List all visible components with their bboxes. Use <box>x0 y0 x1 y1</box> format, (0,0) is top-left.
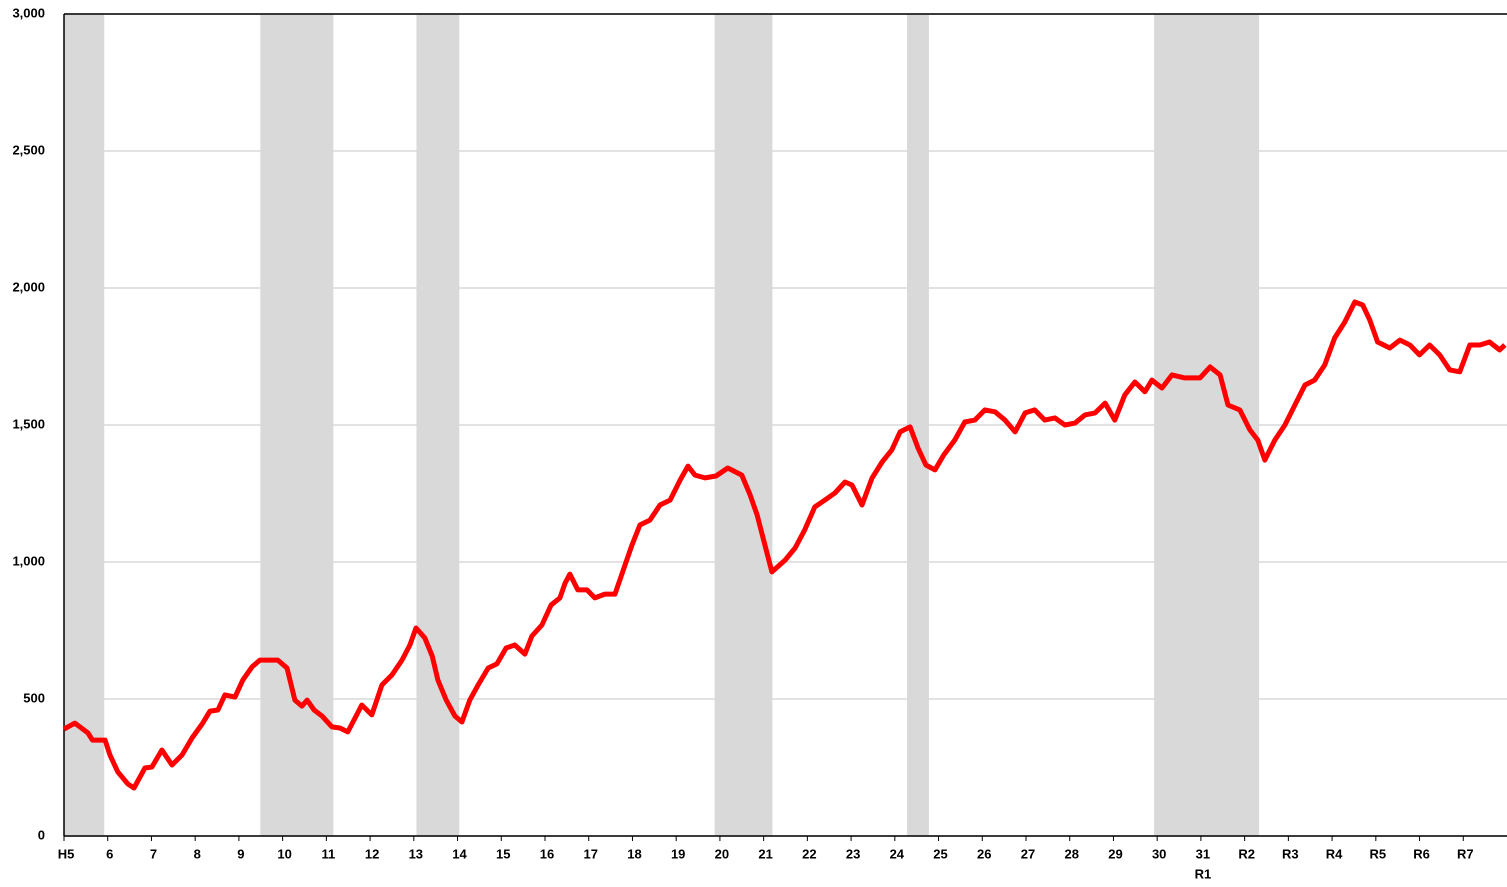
x-tick-label: 25 <box>933 846 947 861</box>
x-tick-label: 18 <box>627 846 641 861</box>
y-tick-label: 2,500 <box>12 142 45 157</box>
x-tick-label: 26 <box>977 846 991 861</box>
x-tick-label: 31 <box>1196 846 1210 861</box>
x-tick-label: 20 <box>715 846 729 861</box>
x-tick-label: 23 <box>846 846 860 861</box>
x-tick-label: 28 <box>1064 846 1078 861</box>
x-tick-label: 10 <box>277 846 291 861</box>
x-tick-label: R7 <box>1457 846 1474 861</box>
x-tick-label: R5 <box>1370 846 1387 861</box>
x-tick-label: 24 <box>890 846 905 861</box>
x-tick-label: H5 <box>58 846 75 861</box>
x-tick-label: 13 <box>409 846 423 861</box>
x-tick-label: 16 <box>540 846 554 861</box>
x-tick-sublabel: R1 <box>1195 866 1212 881</box>
x-tick-label: 30 <box>1152 846 1166 861</box>
x-tick-label: R2 <box>1238 846 1255 861</box>
x-tick-label: 7 <box>150 846 157 861</box>
x-tick-label: 19 <box>671 846 685 861</box>
x-tick-label: 17 <box>583 846 597 861</box>
y-tick-label: 1,000 <box>12 553 45 568</box>
y-tick-label: 2,000 <box>12 279 45 294</box>
data-line <box>62 299 1507 791</box>
x-tick-label: 9 <box>237 846 244 861</box>
x-tick-label: 29 <box>1108 846 1122 861</box>
x-tick-label: R3 <box>1282 846 1299 861</box>
x-tick-label: 11 <box>321 846 335 861</box>
y-tick-label: 1,500 <box>12 416 45 431</box>
x-tick-label: 12 <box>365 846 379 861</box>
y-tick-label: 0 <box>38 827 45 842</box>
x-tick-label: R6 <box>1413 846 1430 861</box>
x-tick-label: 21 <box>758 846 772 861</box>
y-tick-label: 500 <box>23 690 45 705</box>
x-tick-label: 8 <box>194 846 201 861</box>
x-tick-label: 22 <box>802 846 816 861</box>
x-tick-label: 15 <box>496 846 510 861</box>
x-tick-label: R4 <box>1326 846 1343 861</box>
x-tick-label: 27 <box>1021 846 1035 861</box>
x-tick-label: 6 <box>106 846 113 861</box>
y-tick-label: 3,000 <box>12 5 45 20</box>
x-tick-label: 14 <box>452 846 467 861</box>
